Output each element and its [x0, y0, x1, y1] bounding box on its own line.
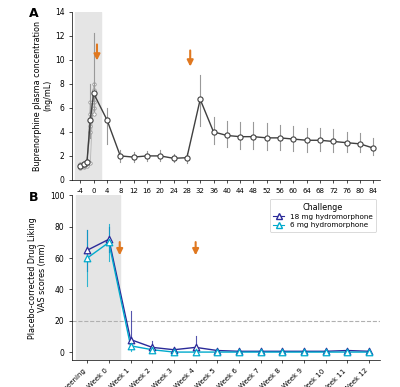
Point — [366, 349, 372, 355]
Point — [90, 105, 97, 111]
Point — [192, 344, 199, 351]
Point — [90, 80, 97, 87]
Point — [77, 163, 84, 169]
Y-axis label: Buprenorphine plasma concentration
(ng/mL): Buprenorphine plasma concentration (ng/m… — [32, 21, 52, 171]
Point — [149, 347, 156, 353]
Point — [90, 87, 97, 93]
Point — [279, 349, 286, 355]
Text: A: A — [29, 7, 38, 20]
Point — [77, 165, 84, 171]
Point — [330, 139, 336, 145]
Point — [192, 349, 199, 355]
Point — [184, 155, 190, 161]
Point — [77, 161, 84, 168]
Point — [80, 161, 87, 168]
Point — [77, 163, 84, 169]
Point — [106, 236, 112, 242]
Point — [87, 99, 94, 105]
Point — [149, 344, 156, 351]
Point — [322, 348, 329, 354]
Point — [80, 164, 87, 170]
Bar — [75, 12, 101, 180]
Point — [80, 163, 87, 169]
Point — [84, 159, 90, 165]
Point — [130, 154, 137, 160]
Point — [87, 160, 94, 166]
Point — [301, 349, 307, 355]
Point — [301, 348, 307, 354]
Point — [84, 159, 90, 165]
Point — [117, 153, 124, 159]
Point — [210, 129, 217, 135]
Point — [344, 348, 351, 354]
Point — [197, 96, 203, 103]
Point — [87, 129, 94, 135]
Point — [90, 99, 97, 105]
Point — [77, 164, 84, 170]
Point — [90, 111, 97, 117]
Point — [171, 347, 177, 353]
Point — [224, 132, 230, 139]
Point — [214, 349, 220, 355]
Point — [157, 153, 164, 159]
Point — [370, 145, 376, 151]
Point — [87, 117, 94, 123]
Point — [317, 137, 323, 143]
Point — [84, 158, 90, 164]
Point — [279, 348, 286, 354]
Point — [90, 93, 97, 99]
Point — [87, 117, 94, 123]
Point — [290, 136, 297, 142]
Point — [237, 134, 243, 140]
Legend: 18 mg hydromorphone, 6 mg hydromorphone: 18 mg hydromorphone, 6 mg hydromorphone — [270, 199, 376, 232]
Point — [90, 90, 97, 96]
Point — [77, 164, 84, 170]
Point — [170, 155, 177, 161]
Point — [87, 123, 94, 129]
Point — [84, 160, 90, 166]
X-axis label: Time (days): Time (days) — [202, 198, 250, 207]
Point — [171, 349, 177, 355]
Point — [144, 153, 150, 159]
Point — [84, 163, 90, 169]
Point — [84, 159, 90, 165]
Point — [344, 349, 351, 355]
Point — [80, 163, 87, 169]
Point — [236, 348, 242, 354]
Point — [84, 247, 90, 253]
Point — [366, 348, 372, 354]
Point — [258, 348, 264, 354]
Point — [357, 141, 363, 147]
Point — [84, 255, 90, 261]
Point — [304, 137, 310, 143]
Point — [236, 349, 242, 355]
Point — [84, 161, 90, 168]
Point — [104, 117, 110, 123]
Point — [214, 348, 220, 354]
Point — [106, 239, 112, 245]
Point — [344, 140, 350, 146]
Point — [127, 343, 134, 349]
Point — [250, 134, 257, 140]
Point — [80, 161, 87, 168]
Bar — [76, 195, 120, 360]
Point — [277, 135, 283, 141]
Point — [80, 161, 87, 168]
Point — [80, 160, 87, 166]
Point — [77, 163, 84, 169]
Y-axis label: Placebo-corrected Drug Liking
VAS scores (mm): Placebo-corrected Drug Liking VAS scores… — [28, 217, 47, 339]
Text: B: B — [29, 190, 38, 204]
Point — [258, 349, 264, 355]
Point — [264, 135, 270, 141]
Point — [322, 349, 329, 355]
Point — [87, 111, 94, 117]
Point — [127, 336, 134, 342]
